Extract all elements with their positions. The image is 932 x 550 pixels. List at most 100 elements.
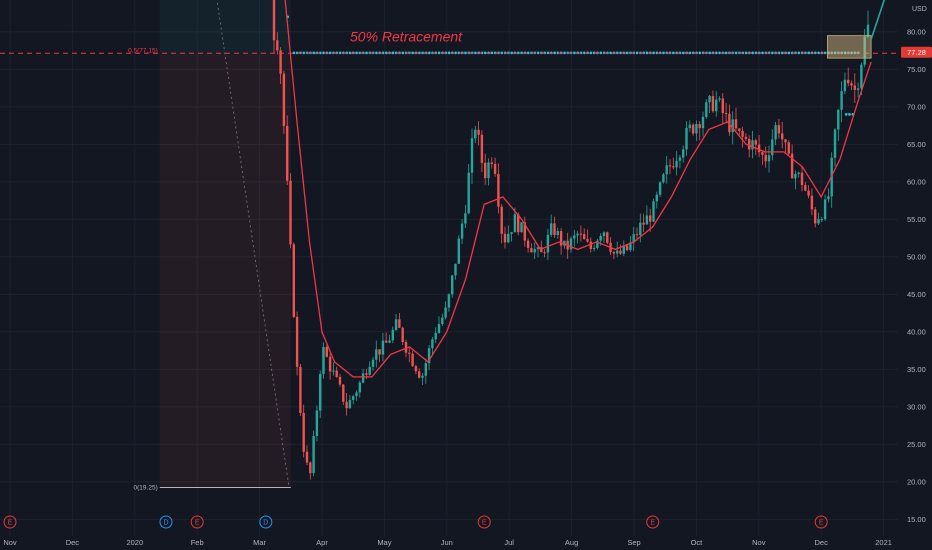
candle-body — [738, 128, 741, 131]
retracement-annotation: 50% Retracement — [350, 28, 463, 44]
candle-body — [434, 332, 437, 340]
pivot-dot — [510, 51, 514, 55]
candle-body — [398, 319, 401, 328]
candle-body — [322, 346, 325, 374]
candle-body — [794, 173, 797, 179]
candle-body — [335, 370, 338, 377]
candle-body — [579, 233, 583, 235]
time-tick-label: Apr — [316, 538, 328, 547]
event-marker-letter: E — [8, 520, 13, 527]
candle-body — [701, 116, 705, 129]
event-marker — [646, 515, 660, 529]
candle-body — [866, 24, 870, 37]
event-marker — [3, 515, 17, 529]
price-axis[interactable]: USD140.00135.00130.00125.00120.00115.001… — [901, 0, 932, 550]
candle-body — [375, 349, 378, 360]
event-marker — [159, 515, 173, 529]
pivot-dot — [761, 51, 764, 55]
candle-body — [583, 234, 586, 240]
candle-body — [315, 410, 319, 436]
candle-body — [427, 348, 431, 364]
price-tick-label: 65.00 — [907, 140, 926, 149]
fib-retracement-tool[interactable]: 1(135.06)0.5(77.15)0(19.25) — [128, 0, 291, 492]
candle-body — [286, 125, 289, 181]
candle-body — [299, 366, 302, 413]
candle-body — [711, 96, 715, 112]
pivot-dot — [724, 51, 728, 55]
time-axis[interactable]: Nov Dec 2020 Feb Mar Apr May Jun Jul Aug Sep Oct Nov… — [3, 538, 892, 547]
pivot-dot — [411, 51, 415, 55]
candle-body — [394, 319, 398, 330]
candle-body — [338, 376, 342, 385]
time-tick-label: Jul — [504, 538, 514, 547]
candle-body — [754, 140, 757, 145]
candle-body — [289, 180, 292, 245]
candle-body — [734, 119, 738, 129]
candle-body — [279, 50, 282, 74]
time-tick-label: Feb — [191, 538, 204, 547]
pivot-dot — [688, 51, 692, 55]
candle-body — [728, 113, 731, 133]
time-tick-label: 2020 — [126, 538, 143, 547]
pivot-dot — [474, 51, 477, 55]
price-tick-label: 80.00 — [907, 27, 926, 36]
candle-body — [691, 124, 695, 134]
pivot-dot — [427, 51, 431, 55]
candle-body — [695, 123, 698, 134]
candle-body — [589, 241, 592, 249]
pivot-dot — [734, 51, 738, 55]
price-tick-label: 75.00 — [907, 65, 926, 74]
candle-body — [662, 174, 665, 183]
candle-body — [490, 162, 493, 164]
candle-body — [381, 340, 385, 355]
candle-body — [688, 124, 691, 129]
candle-body — [517, 214, 520, 233]
candle-body — [388, 340, 391, 343]
candle-body — [787, 142, 790, 154]
time-tick-label: Dec — [66, 538, 80, 547]
candle-body — [342, 384, 345, 402]
pivot-dot — [589, 51, 593, 55]
candle-body — [820, 219, 823, 221]
pivot-dot — [348, 51, 352, 55]
candle-body — [790, 153, 794, 179]
candle-body — [797, 172, 800, 174]
candle-body — [385, 340, 388, 343]
candle-body — [477, 129, 480, 135]
candle-body — [804, 185, 807, 191]
candle-body — [530, 248, 533, 253]
candle-body — [371, 359, 375, 367]
candle-body — [454, 263, 457, 276]
pivot-dot — [625, 51, 629, 55]
candle-body — [625, 245, 629, 251]
candle-body — [487, 162, 490, 179]
candle-body — [404, 342, 408, 353]
candle-body — [319, 373, 322, 411]
candle-body — [771, 139, 774, 156]
pivot-dot — [780, 51, 784, 55]
event-marker-letter: E — [482, 520, 487, 527]
candle-body — [748, 139, 751, 150]
pivot-dot — [708, 51, 712, 55]
pivot-dot — [582, 51, 586, 55]
candle-body — [546, 234, 550, 253]
candle-body — [431, 339, 434, 349]
price-tick-label: 35.00 — [907, 365, 926, 374]
pivot-dot — [546, 51, 550, 55]
pivot-dots — [286, 15, 860, 116]
candle-body — [847, 79, 850, 84]
fib-mid-label: 0.5(77.15) — [128, 47, 158, 54]
candle-body — [523, 222, 526, 241]
candle-body — [411, 353, 414, 367]
candle-body — [860, 64, 863, 89]
time-tick-label: Jun — [441, 538, 453, 547]
event-marker-letter: E — [650, 520, 655, 527]
pivot-dot — [447, 51, 451, 55]
candle-body — [612, 251, 616, 254]
forecast-arrow-shaft — [870, 0, 886, 40]
candle-body — [675, 160, 678, 168]
candle-body — [309, 462, 312, 474]
candle-body — [807, 190, 810, 196]
